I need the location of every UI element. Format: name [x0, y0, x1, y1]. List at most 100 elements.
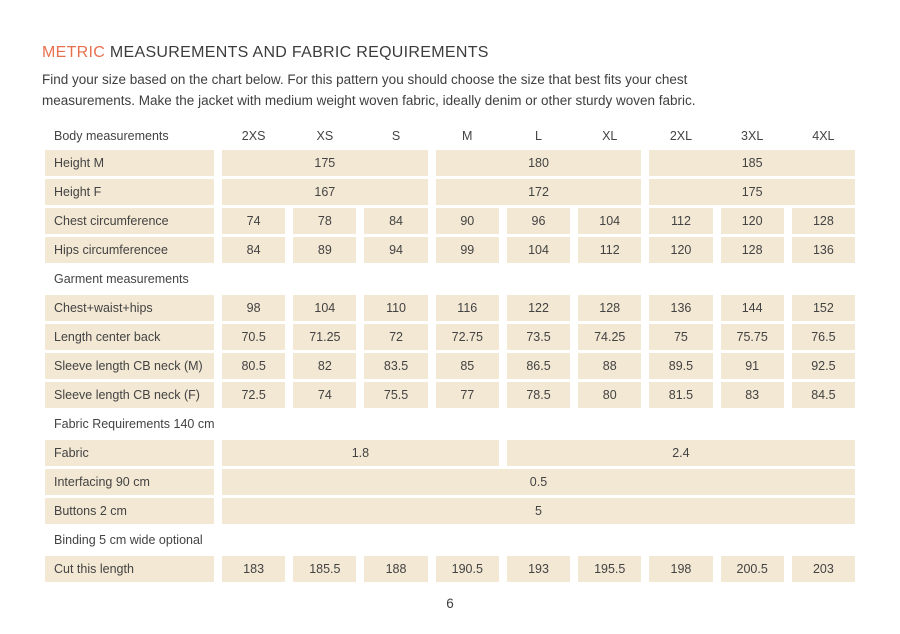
- row-label: Interfacing 90 cm: [45, 469, 214, 495]
- row-label: Height M: [45, 150, 214, 176]
- value-cell: 175: [222, 150, 428, 176]
- value-cell: 188: [364, 556, 428, 582]
- value-cell: 180: [435, 150, 642, 176]
- page-title-accent: METRIC: [42, 44, 106, 61]
- size-column-header: S: [391, 128, 401, 143]
- table-header-label: Body measurements: [54, 128, 169, 143]
- value-cell: 120: [720, 208, 784, 234]
- value-cell: 74: [222, 208, 286, 234]
- table-row: Chest circumference 74 78 84 90 96 104 112 120 12…: [45, 208, 855, 234]
- row-label: Cut this length: [45, 556, 214, 582]
- table-row: Chest+waist+hips 98 104 110 116 122 128 136 144 1…: [45, 295, 855, 321]
- table-row: Height F 167 172 175: [45, 179, 855, 205]
- value-cell: 136: [791, 237, 855, 263]
- value-cell: 83: [720, 382, 784, 408]
- value-cell: 78: [293, 208, 357, 234]
- value-cell: 75.5: [364, 382, 428, 408]
- value-cell: 2.4: [506, 440, 855, 466]
- value-cell: 183: [222, 556, 286, 582]
- value-cell: 75.75: [720, 324, 784, 350]
- value-cell: 84: [222, 237, 286, 263]
- value-cell: 144: [720, 295, 784, 321]
- table-row: Hips circumferencee 84 89 94 99 104 112 120 128 1…: [45, 237, 855, 263]
- table-row: Cut this length 183 185.5 188 190.5 193 195.5 1…: [45, 556, 855, 582]
- value-cell: 200.5: [720, 556, 784, 582]
- table-row: Fabric 1.8 2.4: [45, 440, 855, 466]
- value-cell: 167: [222, 179, 428, 205]
- size-column-header: XS: [316, 128, 334, 143]
- value-cell: 195.5: [578, 556, 642, 582]
- value-cell: 86.5: [506, 353, 571, 379]
- table-row: Sleeve length CB neck (F) 72.5 74 75.5 77 78.…: [45, 382, 855, 408]
- section-row: Binding 5 cm wide optional: [45, 527, 855, 553]
- value-cell: 73.5: [506, 324, 571, 350]
- value-cell: 128: [791, 208, 855, 234]
- page-title-rest: MEASUREMENTS AND FABRIC REQUIREMENTS: [109, 44, 489, 61]
- value-cell: 96: [506, 208, 571, 234]
- value-cell: 136: [649, 295, 713, 321]
- value-cell: 98: [222, 295, 286, 321]
- value-cell: 185: [649, 150, 855, 176]
- value-cell: 72.75: [435, 324, 499, 350]
- value-cell: 85: [435, 353, 499, 379]
- table-row: Height M 175 180 185: [45, 150, 855, 176]
- page-title: METRIC MEASUREMENTS AND FABRIC REQUIREME…: [42, 44, 900, 62]
- row-label: Sleeve length CB neck (M): [45, 353, 214, 379]
- value-cell: 116: [435, 295, 499, 321]
- row-label: Length center back: [45, 324, 214, 350]
- row-label: Height F: [45, 179, 214, 205]
- value-cell: 5: [222, 498, 855, 524]
- value-cell: 91: [720, 353, 784, 379]
- value-cell: 72.5: [222, 382, 286, 408]
- value-cell: 198: [649, 556, 713, 582]
- value-cell: 190.5: [435, 556, 499, 582]
- row-label: Sleeve length CB neck (F): [45, 382, 214, 408]
- value-cell: 152: [791, 295, 855, 321]
- value-cell: 84: [364, 208, 428, 234]
- size-column-header: XL: [602, 128, 618, 143]
- table-row: Sleeve length CB neck (M) 80.5 82 83.5 85 86.…: [45, 353, 855, 379]
- value-cell: 128: [720, 237, 784, 263]
- value-cell: 122: [506, 295, 571, 321]
- size-column-header: 3XL: [741, 128, 764, 143]
- value-cell: 84.5: [791, 382, 855, 408]
- value-cell: 80.5: [222, 353, 286, 379]
- value-cell: 89.5: [649, 353, 713, 379]
- size-column-header: M: [462, 128, 473, 143]
- value-cell: 89: [293, 237, 357, 263]
- section-label: Fabric Requirements 140 cm: [54, 417, 215, 431]
- value-cell: 104: [293, 295, 357, 321]
- value-cell: 78.5: [506, 382, 571, 408]
- value-cell: 99: [435, 237, 499, 263]
- section-label: Garment measurements: [54, 272, 189, 286]
- row-label: Chest circumference: [45, 208, 214, 234]
- size-column-header: 4XL: [812, 128, 835, 143]
- intro-paragraph: Find your size based on the chart below.…: [42, 72, 696, 108]
- value-cell: 110: [364, 295, 428, 321]
- value-cell: 77: [435, 382, 499, 408]
- table-row: Buttons 2 cm 5: [45, 498, 855, 524]
- row-label: Hips circumferencee: [45, 237, 214, 263]
- value-cell: 0.5: [222, 469, 855, 495]
- value-cell: 185.5: [293, 556, 357, 582]
- value-cell: 76.5: [791, 324, 855, 350]
- size-column-header: L: [535, 128, 542, 143]
- value-cell: 203: [791, 556, 855, 582]
- row-label: Buttons 2 cm: [45, 498, 214, 524]
- size-chart-table: Body measurements 2XS XS S M L XL 2XL 3XL 4XL Heig…: [45, 124, 855, 582]
- row-label: Fabric: [45, 440, 214, 466]
- table-row: Interfacing 90 cm 0.5: [45, 469, 855, 495]
- value-cell: 80: [578, 382, 642, 408]
- value-cell: 70.5: [222, 324, 286, 350]
- value-cell: 81.5: [649, 382, 713, 408]
- value-cell: 74: [293, 382, 357, 408]
- value-cell: 104: [506, 237, 571, 263]
- value-cell: 82: [293, 353, 357, 379]
- value-cell: 92.5: [791, 353, 855, 379]
- size-column-header: 2XL: [669, 128, 693, 143]
- table-header-row: Body measurements 2XS XS S M L XL 2XL 3XL 4XL: [45, 124, 855, 147]
- value-cell: 94: [364, 237, 428, 263]
- section-row: Garment measurements: [45, 266, 855, 292]
- value-cell: 1.8: [222, 440, 499, 466]
